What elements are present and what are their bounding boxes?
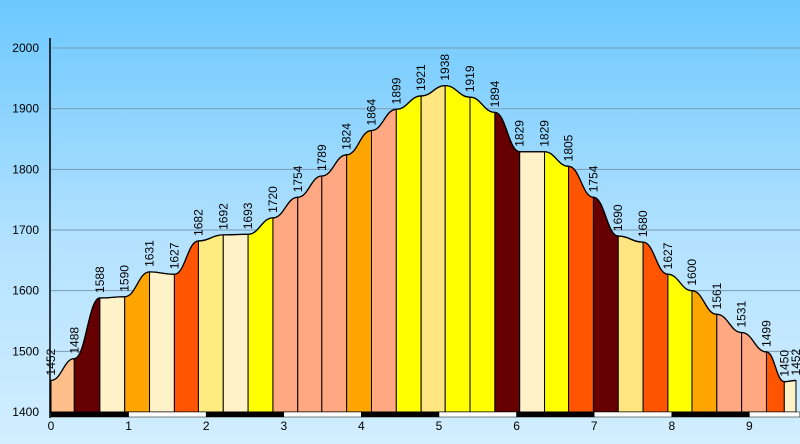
elevation-labels: 1452 1488 1588 1590 1631 1627 1682 1692 1693 1720… (44, 54, 800, 377)
elevation-label: 1829 (513, 120, 527, 147)
y-tick-label: 1700 (12, 223, 39, 237)
elevation-band (222, 233, 249, 413)
elevation-label: 1450 (777, 350, 791, 377)
elevation-band (124, 271, 151, 413)
elevation-label: 1531 (735, 301, 749, 328)
elevation-label: 1919 (463, 65, 477, 92)
elevation-label: 1894 (488, 80, 502, 107)
elevation-band (99, 296, 126, 413)
elevation-label: 1682 (191, 209, 205, 236)
elevation-band (395, 95, 422, 413)
elevation-band (73, 297, 101, 413)
distance-scale-segment (516, 411, 595, 418)
elevation-band (370, 108, 397, 413)
x-tick-label: 8 (668, 419, 675, 433)
distance-scale-segment (593, 411, 673, 418)
distance-scale-segment (361, 411, 440, 418)
profile-outline (50, 84, 796, 383)
elevation-label: 1829 (538, 120, 552, 147)
elevation-label: 1627 (661, 242, 675, 269)
elevation-band (716, 313, 743, 413)
elevation-label: 1561 (710, 282, 724, 309)
elevation-label: 1452 (789, 348, 800, 375)
elevation-label: 1693 (241, 202, 255, 229)
elevation-label: 1938 (438, 54, 452, 81)
distance-scale-segment (438, 411, 517, 418)
elevation-band (297, 175, 323, 413)
x-tick-label: 6 (513, 419, 520, 433)
x-tick-label: 9 (746, 419, 753, 433)
elevation-label: 1789 (315, 144, 329, 171)
x-tick-label: 4 (358, 419, 365, 433)
x-tick-label: 1 (125, 419, 132, 433)
elevation-label: 1488 (67, 327, 81, 354)
axes: 1400 1500 1600 1700 1800 1900 2000 0 1 2 3 4 5 6 7 8 9 (12, 38, 800, 433)
x-tick-label: 2 (203, 419, 210, 433)
elevation-label: 1805 (562, 134, 576, 161)
elevation-label: 1754 (586, 165, 600, 192)
elevation-label: 1690 (611, 204, 625, 231)
distance-scale-segment (50, 411, 129, 418)
elevation-band (783, 379, 797, 413)
x-tick-label: 0 (48, 419, 55, 433)
elevation-band (420, 85, 446, 413)
y-tick-label: 1800 (12, 162, 39, 176)
elevation-band (247, 217, 274, 413)
elevation-band (544, 151, 570, 413)
elevation-label: 1680 (636, 210, 650, 237)
x-tick-label: 7 (591, 419, 598, 433)
elevation-band (494, 111, 521, 413)
profile-outline-group (50, 84, 796, 383)
elevation-band (272, 196, 299, 413)
elevation-label: 1864 (364, 99, 378, 126)
elevation-bands (50, 85, 797, 413)
elevation-band (197, 234, 224, 413)
distance-scale-segment (205, 411, 285, 418)
elevation-band (444, 85, 471, 413)
x-tick-label: 3 (280, 419, 287, 433)
elevation-label: 1692 (216, 203, 230, 230)
elevation-label: 1499 (759, 320, 773, 347)
elevation-label: 1588 (93, 266, 107, 293)
y-tick-label: 2000 (12, 41, 39, 55)
y-tick-label: 1400 (12, 405, 39, 419)
elevation-band (469, 96, 496, 413)
elevation-band (149, 271, 175, 413)
elevation-label: 1590 (118, 265, 132, 292)
y-tick-label: 1500 (12, 344, 39, 358)
elevation-label: 1824 (340, 123, 354, 150)
distance-scale-segment (128, 411, 207, 418)
y-tick-label: 1900 (12, 102, 39, 116)
elevation-band (617, 235, 644, 413)
elevation-band (346, 130, 372, 413)
elevation-label: 1921 (414, 64, 428, 91)
elevation-label: 1452 (44, 348, 58, 375)
elevation-label: 1631 (143, 240, 157, 267)
y-tick-label: 1600 (12, 284, 39, 298)
elevation-band (321, 154, 348, 413)
elevation-label: 1899 (389, 77, 403, 104)
elevation-label: 1720 (266, 186, 280, 213)
elevation-label: 1754 (291, 165, 305, 192)
distance-scale-segment (283, 411, 362, 418)
distance-scale-segment (671, 411, 750, 418)
elevation-label: 1600 (685, 259, 699, 286)
x-tick-label: 5 (436, 419, 443, 433)
elevation-band (568, 165, 594, 413)
distance-scale-segment (749, 411, 800, 418)
elevation-band (519, 151, 546, 413)
elevation-band (667, 273, 693, 413)
elevation-label: 1627 (167, 242, 181, 269)
